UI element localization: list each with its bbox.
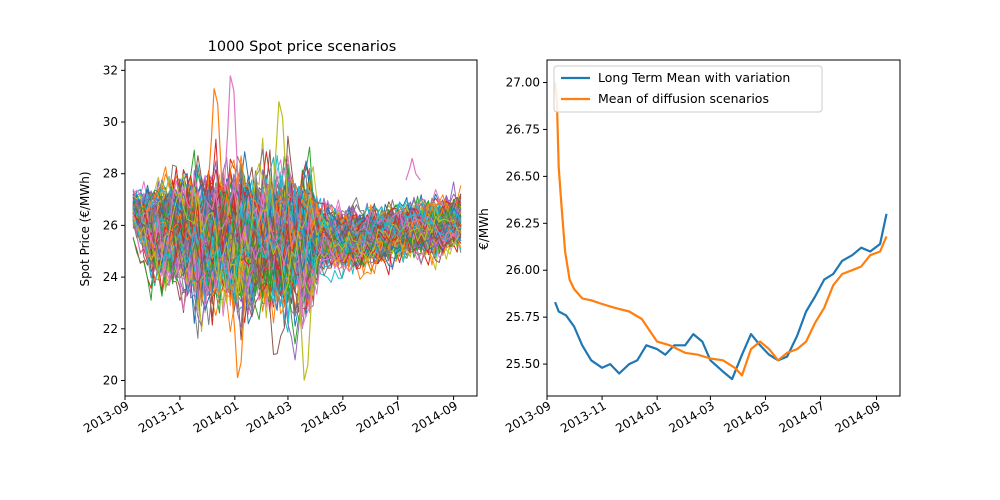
left-xtick-label: 2014-07 bbox=[354, 398, 404, 435]
right-xtick-label: 2014-09 bbox=[833, 398, 883, 435]
scenario-line bbox=[132, 186, 462, 304]
legend-label-diffusion-mean: Mean of diffusion scenarios bbox=[598, 91, 769, 106]
left-x-axis: 2013-09 2013-11 2014-01 2014-03 2014-05 2014-… bbox=[81, 396, 460, 436]
left-ytick-label: 26 bbox=[103, 218, 118, 232]
left-plot-area bbox=[132, 75, 462, 381]
diffusion-mean-line bbox=[554, 82, 888, 377]
left-axes-frame bbox=[124, 59, 478, 397]
left-xtick-label: 2014-09 bbox=[410, 398, 460, 435]
right-y-axis-label: €/MWh bbox=[477, 208, 491, 250]
right-xtick-label: 2014-07 bbox=[777, 398, 827, 435]
left-y-axis: 20 22 24 26 28 30 32 bbox=[103, 63, 125, 387]
left-xtick-label: 2014-01 bbox=[191, 398, 241, 435]
scenario-spike bbox=[223, 75, 239, 192]
scenario-spike bbox=[230, 284, 247, 379]
left-xtick-label: 2013-09 bbox=[81, 398, 131, 435]
scenario-spike bbox=[297, 285, 313, 381]
scenario-spike bbox=[405, 158, 421, 181]
right-ytick-label: 25.75 bbox=[506, 310, 540, 324]
legend-label-long-term-mean: Long Term Mean with variation bbox=[598, 70, 790, 85]
left-chart-title: 1000 Spot price scenarios bbox=[208, 39, 397, 55]
right-ytick-label: 26.50 bbox=[506, 169, 540, 183]
scenario-spike bbox=[207, 88, 223, 191]
right-axes-frame bbox=[546, 59, 901, 397]
right-xtick-label: 2013-09 bbox=[503, 398, 553, 435]
left-xtick-label: 2014-03 bbox=[244, 398, 294, 435]
left-ytick-label: 28 bbox=[103, 167, 118, 181]
right-y-axis: 25.50 25.75 26.00 26.25 26.50 26.75 27.00 bbox=[506, 76, 547, 371]
right-ytick-label: 26.25 bbox=[506, 216, 540, 230]
scenario-line bbox=[132, 183, 462, 273]
scenario-line bbox=[132, 175, 461, 318]
scenario-line bbox=[132, 183, 462, 287]
right-panel: €/MWh 25.50 25.75 26.00 26.25 26.50 26.75 27.0… bbox=[477, 59, 901, 436]
right-x-axis: 2013-09 2013-11 2014-01 2014-03 2014-05 2014-… bbox=[503, 396, 883, 436]
left-ytick-label: 20 bbox=[103, 373, 118, 387]
right-ytick-label: 26.75 bbox=[506, 122, 540, 136]
right-ytick-label: 26.00 bbox=[506, 263, 540, 277]
scenario-line bbox=[132, 205, 462, 345]
left-panel: 1000 Spot price scenarios Spot Price (€/… bbox=[78, 39, 478, 436]
legend-box bbox=[553, 65, 823, 113]
long-term-mean-line bbox=[554, 213, 888, 381]
right-plot-area bbox=[554, 82, 888, 381]
right-ytick-label: 25.50 bbox=[506, 357, 540, 371]
left-y-axis-label: Spot Price (€/MWh) bbox=[78, 171, 92, 286]
legend: Long Term Mean with variation Mean of di… bbox=[553, 65, 823, 113]
left-xtick-label: 2013-11 bbox=[136, 398, 186, 435]
left-ytick-label: 24 bbox=[103, 270, 118, 284]
left-ytick-label: 30 bbox=[103, 115, 118, 129]
left-ytick-label: 32 bbox=[103, 63, 118, 77]
left-xtick-label: 2014-05 bbox=[299, 398, 349, 435]
right-xtick-label: 2014-01 bbox=[613, 398, 663, 435]
right-xtick-label: 2013-11 bbox=[558, 398, 608, 435]
right-xtick-label: 2014-05 bbox=[722, 398, 772, 435]
scenario-spike bbox=[272, 101, 288, 194]
right-ytick-label: 27.00 bbox=[506, 76, 540, 90]
right-xtick-label: 2014-03 bbox=[666, 398, 716, 435]
scenario-line bbox=[132, 163, 462, 288]
left-ytick-label: 22 bbox=[103, 322, 118, 336]
